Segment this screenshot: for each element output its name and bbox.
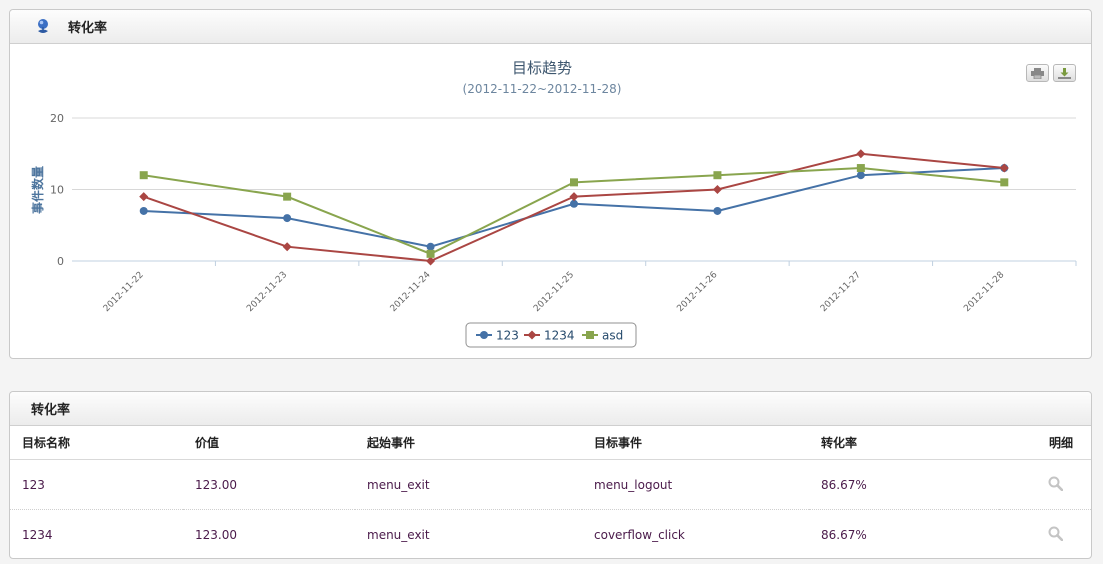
- data-point[interactable]: [1000, 178, 1009, 187]
- x-tick-label: 2012-11-25: [532, 270, 576, 314]
- chart-subtitle: (2012-11-22~2012-11-28): [463, 82, 622, 96]
- detail-cell: [999, 459, 1091, 510]
- download-button[interactable]: [1053, 64, 1076, 82]
- detail-cell: [999, 509, 1091, 558]
- x-tick-label: 2012-11-27: [819, 270, 863, 314]
- goal-name-cell: 123: [10, 459, 183, 510]
- goal-name-cell: 1234: [10, 509, 183, 558]
- target-event-cell: menu_logout: [582, 459, 809, 510]
- table-header-row: 目标名称 价值 起始事件 目标事件 转化率 明细: [10, 426, 1091, 460]
- legend-item[interactable]: 123: [476, 329, 519, 343]
- series-123: [139, 164, 1009, 251]
- start-event-cell: menu_exit: [355, 509, 582, 558]
- legend-marker[interactable]: [586, 331, 594, 339]
- legend-marker[interactable]: [480, 331, 488, 339]
- table-panel-title: 转化率: [31, 403, 71, 418]
- table-panel-header: 转化率: [10, 392, 1091, 426]
- search-icon[interactable]: [1048, 526, 1064, 544]
- column-header-conversion-rate[interactable]: 转化率: [809, 426, 999, 460]
- data-point[interactable]: [570, 199, 578, 208]
- data-point[interactable]: [570, 178, 578, 187]
- data-point[interactable]: [283, 192, 292, 201]
- data-point[interactable]: [426, 242, 435, 251]
- x-tick-label: 2012-11-22: [102, 270, 146, 314]
- x-tick-label: 2012-11-26: [675, 270, 719, 314]
- x-tick-label: 2012-11-28: [962, 270, 1006, 314]
- column-header-target-event[interactable]: 目标事件: [582, 426, 809, 460]
- x-tick-label: 2012-11-24: [389, 270, 433, 314]
- column-header-detail: 明细: [999, 426, 1091, 460]
- data-point[interactable]: [283, 214, 292, 223]
- data-point[interactable]: [999, 163, 1009, 173]
- y-tick-label: 20: [50, 112, 64, 125]
- chart-panel-header: 转化率: [10, 10, 1091, 44]
- chart-panel: 转化率 目标趋势 (2012-11-22~2012-11-28) 事件数量 0 1…: [9, 9, 1092, 359]
- data-point[interactable]: [426, 249, 435, 258]
- value-cell: 123.00: [183, 459, 355, 510]
- print-button[interactable]: [1026, 64, 1049, 82]
- legend-label: 123: [496, 329, 519, 343]
- table-row: 1234 123.00 menu_exit coverflow_click 86…: [10, 509, 1091, 558]
- y-tick-label: 10: [50, 184, 64, 197]
- map-pin-icon: [34, 18, 52, 36]
- start-event-cell: menu_exit: [355, 459, 582, 510]
- data-point[interactable]: [569, 192, 579, 202]
- data-point[interactable]: [856, 171, 865, 180]
- series-asd: [139, 164, 1009, 258]
- data-point[interactable]: [713, 206, 722, 215]
- x-tick-label: 2012-11-23: [245, 270, 289, 314]
- data-point[interactable]: [139, 171, 148, 180]
- y-tick-label: 0: [57, 255, 64, 268]
- y-axis-label: 事件数量: [30, 166, 45, 214]
- column-header-goal-name[interactable]: 目标名称: [10, 426, 183, 460]
- data-point[interactable]: [856, 164, 865, 173]
- data-point[interactable]: [426, 256, 436, 266]
- legend-label: asd: [602, 329, 623, 343]
- print-icon: [1031, 64, 1044, 83]
- data-point[interactable]: [139, 206, 148, 215]
- conversion-table: 目标名称 价值 起始事件 目标事件 转化率 明细 123 123.00 menu…: [10, 426, 1091, 558]
- table-row: 123 123.00 menu_exit menu_logout 86.67%: [10, 459, 1091, 510]
- data-point[interactable]: [139, 192, 149, 202]
- column-header-start-event[interactable]: 起始事件: [355, 426, 582, 460]
- data-point[interactable]: [282, 242, 292, 252]
- data-point[interactable]: [713, 171, 722, 180]
- legend-marker[interactable]: [527, 330, 537, 340]
- download-icon: [1058, 64, 1071, 83]
- legend-label: 1234: [544, 329, 575, 343]
- column-header-value[interactable]: 价值: [183, 426, 355, 460]
- target-event-cell: coverflow_click: [582, 509, 809, 558]
- conversion-rate-cell: 86.67%: [809, 509, 999, 558]
- legend-item[interactable]: asd: [582, 329, 623, 343]
- value-cell: 123.00: [183, 509, 355, 558]
- line-chart: 目标趋势 (2012-11-22~2012-11-28) 事件数量 01020 …: [30, 59, 1077, 348]
- data-point[interactable]: [712, 185, 722, 194]
- conversion-rate-cell: 86.67%: [809, 459, 999, 510]
- chart-panel-title: 转化率: [68, 21, 108, 36]
- legend-item[interactable]: 1234: [524, 329, 575, 343]
- chart-title: 目标趋势: [512, 59, 572, 77]
- conversion-table-panel: 转化率 目标名称 价值 起始事件 目标事件 转化率 明细 123 123.00 …: [9, 391, 1092, 559]
- search-icon[interactable]: [1048, 476, 1064, 494]
- legend-box: [465, 322, 637, 348]
- data-point[interactable]: [856, 149, 866, 159]
- series-1234: [139, 149, 1009, 266]
